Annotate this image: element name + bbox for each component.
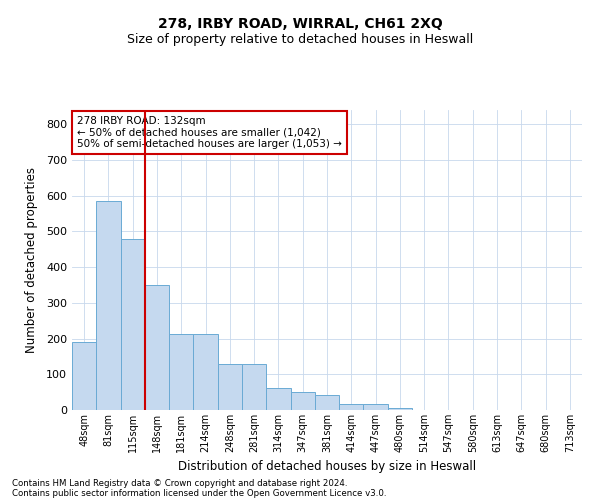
- Bar: [315, 394, 339, 410]
- Bar: [218, 364, 242, 410]
- X-axis label: Distribution of detached houses by size in Heswall: Distribution of detached houses by size …: [178, 460, 476, 473]
- Bar: [169, 334, 193, 410]
- Text: Size of property relative to detached houses in Heswall: Size of property relative to detached ho…: [127, 32, 473, 46]
- Text: 278, IRBY ROAD, WIRRAL, CH61 2XQ: 278, IRBY ROAD, WIRRAL, CH61 2XQ: [158, 18, 442, 32]
- Bar: [364, 404, 388, 410]
- Bar: [266, 388, 290, 410]
- Bar: [193, 334, 218, 410]
- Y-axis label: Number of detached properties: Number of detached properties: [25, 167, 38, 353]
- Text: 278 IRBY ROAD: 132sqm
← 50% of detached houses are smaller (1,042)
50% of semi-d: 278 IRBY ROAD: 132sqm ← 50% of detached …: [77, 116, 342, 149]
- Bar: [290, 392, 315, 410]
- Text: Contains public sector information licensed under the Open Government Licence v3: Contains public sector information licen…: [12, 488, 386, 498]
- Bar: [72, 342, 96, 410]
- Bar: [339, 404, 364, 410]
- Bar: [121, 238, 145, 410]
- Text: Contains HM Land Registry data © Crown copyright and database right 2024.: Contains HM Land Registry data © Crown c…: [12, 478, 347, 488]
- Bar: [145, 285, 169, 410]
- Bar: [96, 201, 121, 410]
- Bar: [388, 408, 412, 410]
- Bar: [242, 364, 266, 410]
